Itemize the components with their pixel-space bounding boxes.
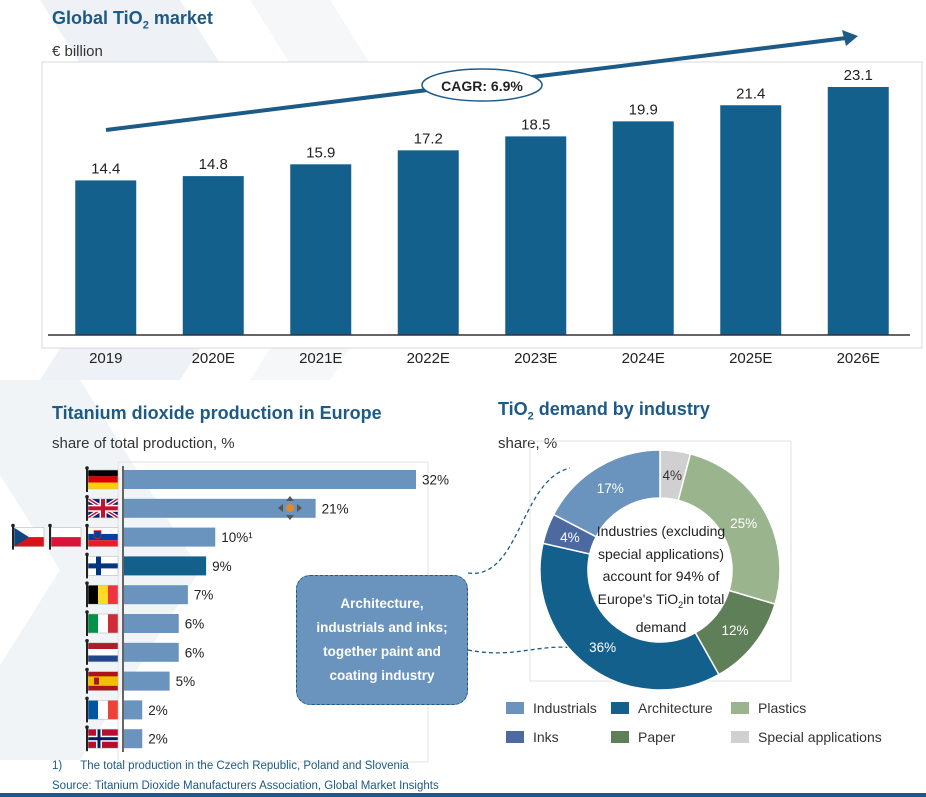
europe-bar-value-label: 6% [185,645,205,660]
legend-label: Architecture [638,700,713,716]
donut-slice-label: 4% [560,530,580,545]
market-bar [397,150,459,335]
europe-bar-value-label: 2% [148,732,168,747]
move-cursor-icon [278,496,302,520]
legend-swatch [611,702,629,714]
legend-swatch [731,702,749,714]
europe-bar-value-label: 10%¹ [221,530,253,545]
legend-label: Special applications [758,729,882,745]
demand-chart-title: TiO2 demand by industry [498,399,710,423]
europe-chart-unit: share of total production, % [52,435,235,452]
market-bar [720,105,782,335]
source-note: Source: Titanium Dioxide Manufacturers A… [52,780,439,792]
market-bar-value-label: 17.2 [414,130,443,147]
market-category-label: 2020E [192,350,235,367]
europe-bar [124,556,207,576]
europe-bar [124,671,170,691]
legend-label: Paper [638,729,676,745]
market-bar-value-label: 15.9 [306,144,335,161]
cagr-arrow-head [842,30,858,46]
europe-bar-value-label: 9% [212,559,232,574]
legend-swatch [506,702,524,714]
market-bar-value-label: 18.5 [521,116,550,133]
market-bar [505,136,567,335]
uk-flag-icon [86,497,120,520]
europe-bar-value-label: 32% [422,473,449,488]
europe-bar [124,470,416,489]
demand-chart-unit: share, % [498,435,558,452]
market-bar-value-label: 14.8 [199,156,228,173]
market-category-label: 2019 [89,350,122,367]
donut-slice-label: 4% [663,468,683,483]
europe-bar [124,614,179,633]
market-chart-title: Global TiO2 market [52,8,213,32]
europe-bar-value-label: 7% [194,588,214,603]
legend-swatch [731,731,749,743]
donut-center-text: Industries (excluding special applicatio… [596,523,726,635]
europe-bar [124,729,143,749]
norway-flag-icon [87,728,119,749]
market-bar-value-label: 21.4 [736,85,765,102]
paint-coating-callout: Architecture, industrials and inks; toge… [296,575,468,705]
europe-bar [124,527,216,547]
market-bar-value-label: 14.4 [91,160,120,177]
legend-item: Inks [506,729,559,745]
europe-chart-title: Titanium dioxide production in Europe [52,403,382,423]
legend-item: Architecture [611,700,713,716]
market-category-label: 2025E [729,350,772,367]
market-bar-chart: 14.4 2019 14.8 2020E 15.9 2021E 17.2 2022E 18.5 2… [41,30,923,367]
legend-label: Plastics [758,700,807,716]
bottom-rule [0,793,926,797]
market-category-label: 2022E [407,350,450,367]
legend-swatch [506,731,524,743]
legend-swatch [611,731,629,743]
market-bar-value-label: 23.1 [844,67,873,84]
market-category-label: 2023E [514,350,557,367]
legend-label: Inks [533,729,559,745]
europe-bar-value-label: 5% [176,674,196,689]
spain-flag-icon [87,671,119,691]
donut-slice [539,542,720,691]
market-bar [827,87,889,335]
market-category-label: 2024E [622,350,665,367]
europe-bar [124,585,188,605]
europe-bar-value-label: 21% [322,501,349,516]
market-bar [182,176,244,335]
legend-item: Special applications [731,729,882,745]
donut-slice [677,453,781,606]
market-chart-unit: € billion [52,43,103,60]
market-category-label: 2026E [837,350,880,367]
footnote-1: 1) The total production in the Czech Repu… [52,760,409,772]
europe-bar [124,642,179,662]
market-category-label: 2021E [299,350,342,367]
europe-bar [124,700,143,720]
donut-slice-label: 12% [722,623,749,638]
donut-slice [552,449,661,538]
market-bar [290,164,352,335]
donut-slice-label: 25% [730,516,757,531]
legend-label: Industrials [533,700,597,716]
donut-slice-label: 36% [589,640,616,655]
europe-bar [124,498,316,518]
legend-item: Industrials [506,700,597,716]
legend-item: Paper [611,729,675,745]
market-bar [75,180,137,335]
cagr-bubble [421,68,543,102]
cagr-label: CAGR: 6.9% [441,78,523,94]
market-bar-value-label: 19.9 [629,101,658,118]
europe-bar-value-label: 2% [148,703,168,718]
market-bar [612,121,674,335]
legend-item: Plastics [731,700,806,716]
europe-bar-value-label: 6% [185,617,205,632]
donut-slice-label: 17% [597,481,624,496]
